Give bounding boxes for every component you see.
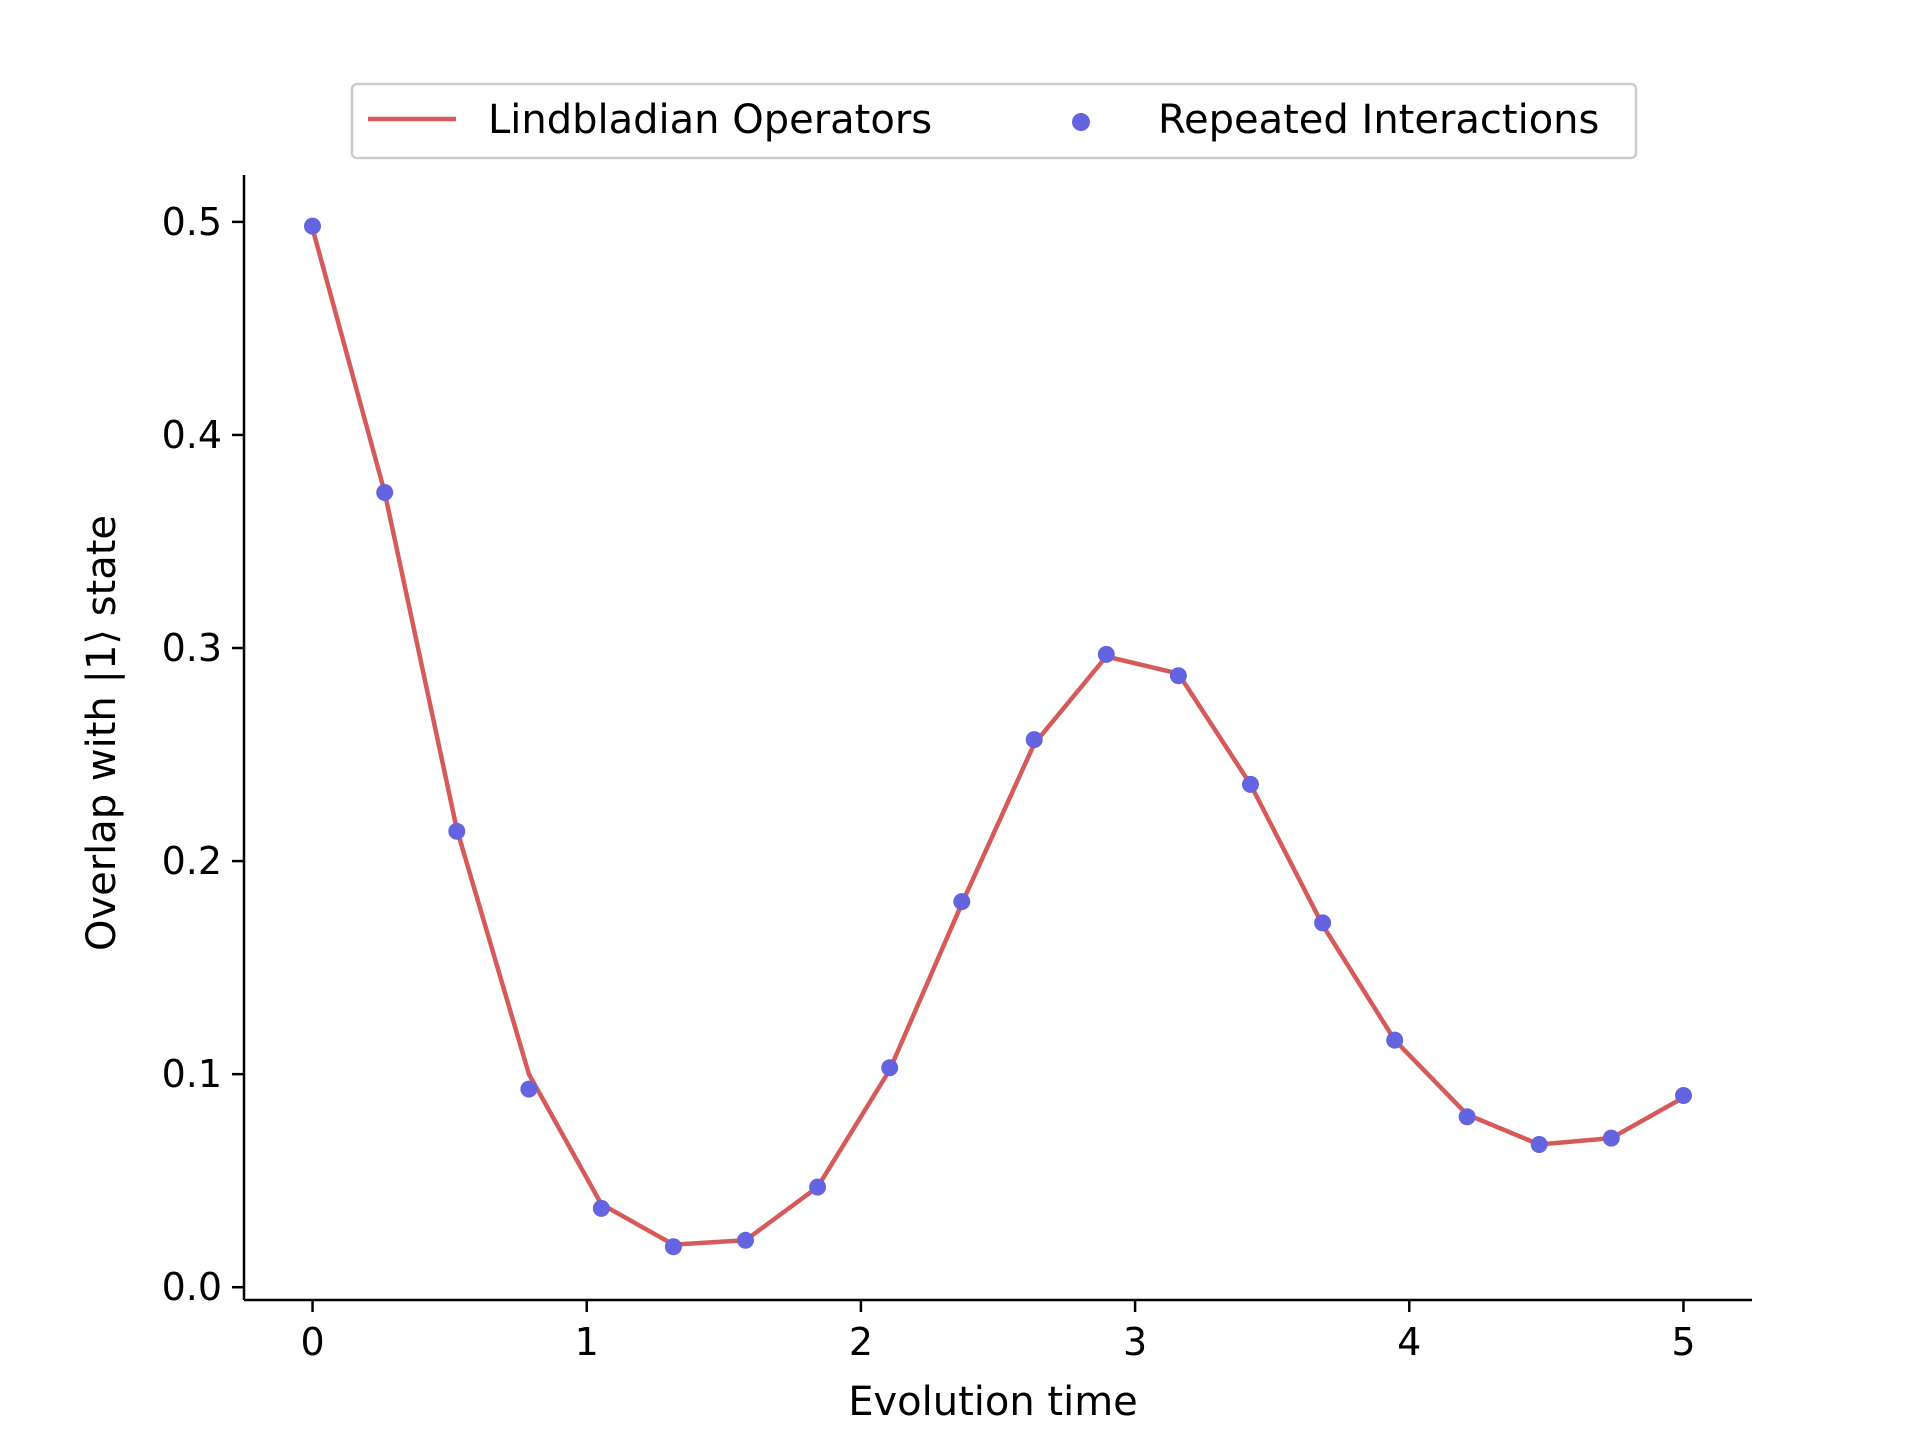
x-axis-label: Evolution time [848, 1379, 1138, 1425]
y-tick-label: 0.1 [162, 1052, 222, 1096]
y-tick-label: 0.5 [162, 200, 222, 244]
data-point-repeated-interactions [592, 1199, 610, 1217]
data-point-repeated-interactions [1025, 731, 1043, 749]
x-tick-label: 2 [849, 1320, 873, 1364]
legend-frame [350, 82, 1638, 160]
data-point-repeated-interactions [1458, 1108, 1476, 1126]
data-point-repeated-interactions [809, 1178, 827, 1196]
x-tick-label: 5 [1671, 1320, 1695, 1364]
data-point-repeated-interactions [737, 1231, 754, 1249]
data-point-repeated-interactions [1169, 667, 1187, 685]
y-tick-label: 0.4 [162, 413, 222, 457]
data-point-repeated-interactions [953, 893, 971, 911]
x-tick-label: 1 [575, 1320, 599, 1364]
y-tick-label: 0.2 [162, 839, 222, 883]
data-point-repeated-interactions [1242, 775, 1259, 793]
data-point-repeated-interactions [376, 484, 394, 501]
y-tick-label: 0.0 [162, 1265, 222, 1309]
x-tick-label: 4 [1397, 1320, 1421, 1364]
y-axis-ticks: 0.0 0.1 0.2 0.3 0.4 0.5 [162, 200, 244, 1309]
data-point-repeated-interactions [1530, 1136, 1548, 1153]
plot-area [304, 217, 1692, 1256]
data-point-repeated-interactions [1602, 1129, 1620, 1147]
data-point-repeated-interactions [1314, 914, 1332, 932]
legend-marker-swatch [1072, 113, 1090, 131]
data-point-repeated-interactions [1675, 1087, 1692, 1104]
data-point-repeated-interactions [448, 822, 466, 840]
x-tick-label: 0 [300, 1320, 324, 1364]
data-point-repeated-interactions [664, 1238, 682, 1256]
y-tick-label: 0.3 [162, 626, 222, 670]
series-line-lindbladian [310, 227, 1685, 1247]
data-point-repeated-interactions [1097, 645, 1115, 663]
data-point-repeated-interactions [881, 1059, 899, 1077]
legend: Lindbladian Operators Repeated Interacti… [350, 82, 1638, 160]
x-tick-label: 3 [1123, 1320, 1147, 1364]
data-point-repeated-interactions [1386, 1031, 1404, 1049]
legend-entry-label: Lindbladian Operators [488, 97, 932, 143]
data-point-repeated-interactions [304, 217, 321, 235]
y-axis-label: Overlap with |1⟩ state [79, 515, 125, 951]
axes [242, 175, 1752, 1302]
x-axis-ticks: 0 1 2 3 4 5 [300, 1300, 1696, 1364]
data-point-repeated-interactions [520, 1080, 538, 1098]
legend-entry-label: Repeated Interactions [1158, 97, 1599, 143]
